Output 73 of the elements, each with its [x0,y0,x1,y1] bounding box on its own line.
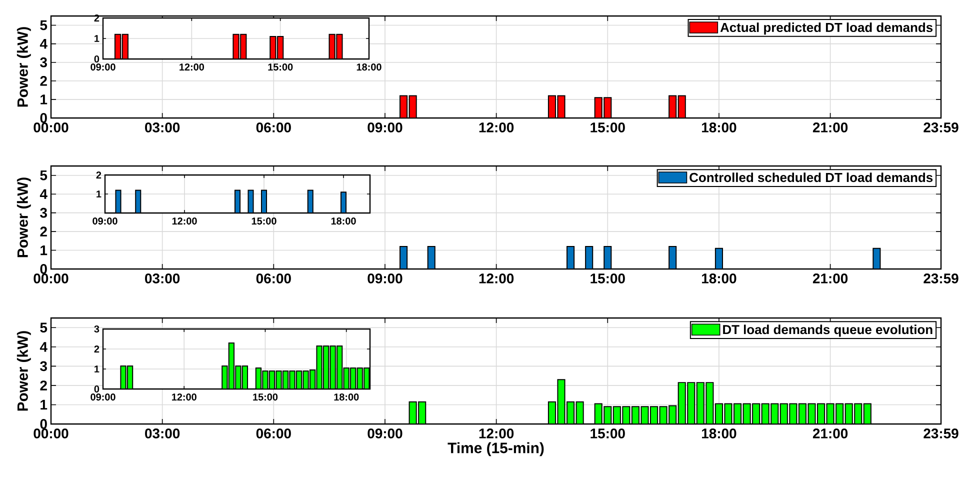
x-tick-label: 12:00 [180,64,204,71]
x-tick-label: 15:00 [252,218,276,225]
y-tick-label: 1 [40,400,48,410]
y-tick-label: 2 [94,346,100,352]
x-tick-label: 09:00 [368,274,402,284]
x-tick-label: 06:00 [256,428,291,438]
x-tick-label: 21:00 [812,274,848,284]
bar [557,379,566,424]
x-tick-label: 21:00 [812,122,848,132]
x-tick-label: 23:59 [924,122,958,132]
y-tick-label: 1 [40,245,48,256]
x-tick-label: 15:00 [590,274,625,284]
x-tick-label: 15:00 [268,64,293,71]
y-tick-label: 5 [40,322,48,333]
y-tick-label: 3 [40,57,47,68]
x-tick-label: 09:00 [90,64,116,71]
x-tick-label: 21:00 [812,428,848,438]
x-tick-label: 12:00 [479,428,514,438]
x-tick-label: 23:59 [924,274,958,284]
x-tick-label: 12:00 [172,394,196,401]
x-tick-label: 00:00 [34,274,68,284]
x-tick-label: 09:00 [368,428,402,438]
y-tick-label: 3 [94,325,100,333]
y-tick-label: 2 [96,172,102,178]
legend-label: Controlled scheduled DT load demands [690,172,933,182]
y-tick-label: 1 [94,366,100,372]
y-tick-label: 5 [40,20,48,30]
y-tick-label: 3 [40,361,47,372]
x-tick-label: 18:00 [331,218,356,225]
x-tick-label: 12:00 [479,122,514,132]
x-tick-label: 03:00 [145,274,180,284]
x-tick-label: 06:00 [256,122,291,132]
y-tick-label: 0 [94,385,100,393]
y-tick-label: 4 [40,342,48,352]
x-tick-label: 18:00 [334,394,359,401]
x-tick-label: 03:00 [145,122,180,132]
x-tick-label: 00:00 [34,428,68,438]
y-tick-label: 2 [40,226,47,236]
y-tick-label: 0 [94,55,100,63]
y-axis-title: Power (kW) [16,331,31,411]
x-tick-label: 12:00 [479,274,514,284]
x-tick-label: 12:00 [172,218,197,225]
x-tick-label: 09:00 [90,394,116,401]
y-tick-label: 2 [40,380,47,390]
x-tick-label: 15:00 [590,428,625,438]
y-tick-label: 1 [94,35,100,42]
y-tick-label: 0 [40,113,47,123]
y-tick-label: 1 [40,94,48,104]
x-tick-label: 00:00 [34,122,68,132]
y-tick-label: 4 [40,189,48,199]
x-tick-label: 18:00 [356,64,382,71]
x-tick-label: 18:00 [702,122,736,132]
x-tick-label: 15:00 [253,394,278,401]
y-tick-label: 1 [96,190,102,198]
x-tick-label: 09:00 [368,122,402,132]
legend-label: Actual predicted DT load demands [720,22,933,35]
y-tick-label: 3 [40,208,47,218]
y-tick-label: 4 [40,39,48,49]
y-axis-title: Power (kW) [16,178,31,258]
x-tick-label: 15:00 [590,122,625,132]
y-tick-label: 5 [40,170,48,180]
y-tick-label: 2 [40,76,47,86]
x-tick-label: 18:00 [702,274,736,284]
x-tick-label: 09:00 [92,218,118,225]
y-axis-title: Power (kW) [16,27,31,107]
x-tick-label: 03:00 [145,428,180,438]
y-tick-label: 0 [40,264,47,274]
x-tick-label: 23:59 [924,428,958,438]
x-tick-label: 18:00 [702,428,736,438]
y-tick-label: 0 [40,419,47,429]
x-axis-title: Time (15-min) [448,442,544,456]
legend-label: DT load demands queue evolution [723,324,932,337]
x-tick-label: 06:00 [256,274,291,284]
